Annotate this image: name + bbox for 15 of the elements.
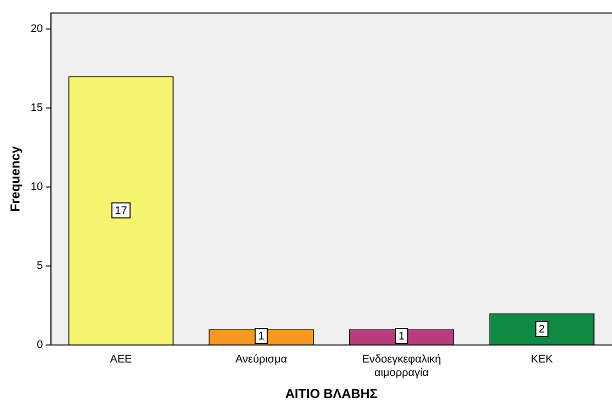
- y-tick-label: 15: [30, 102, 43, 114]
- y-tick-label: 0: [36, 339, 43, 352]
- data-label: 1: [258, 330, 264, 343]
- data-label: 17: [114, 204, 128, 217]
- data-label: 2: [538, 323, 545, 336]
- x-tick-label: Ενδοεγκεφαλική αιμορραγία: [362, 354, 442, 379]
- y-tick-label: 10: [30, 180, 43, 193]
- data-label: 1: [398, 330, 405, 343]
- x-axis-title: ΑΙΤΙΟ ΒΛΑΒΗΣ: [285, 386, 378, 401]
- y-tick-label: 20: [30, 22, 43, 35]
- x-tick-label: Ανεύρισμα: [235, 354, 288, 366]
- y-tick-label: 5: [36, 260, 43, 272]
- y-axis-title: Frequency: [7, 145, 22, 212]
- x-tick-label: ΚΕΚ: [530, 354, 554, 366]
- x-tick-label: ΑΕΕ: [110, 354, 132, 366]
